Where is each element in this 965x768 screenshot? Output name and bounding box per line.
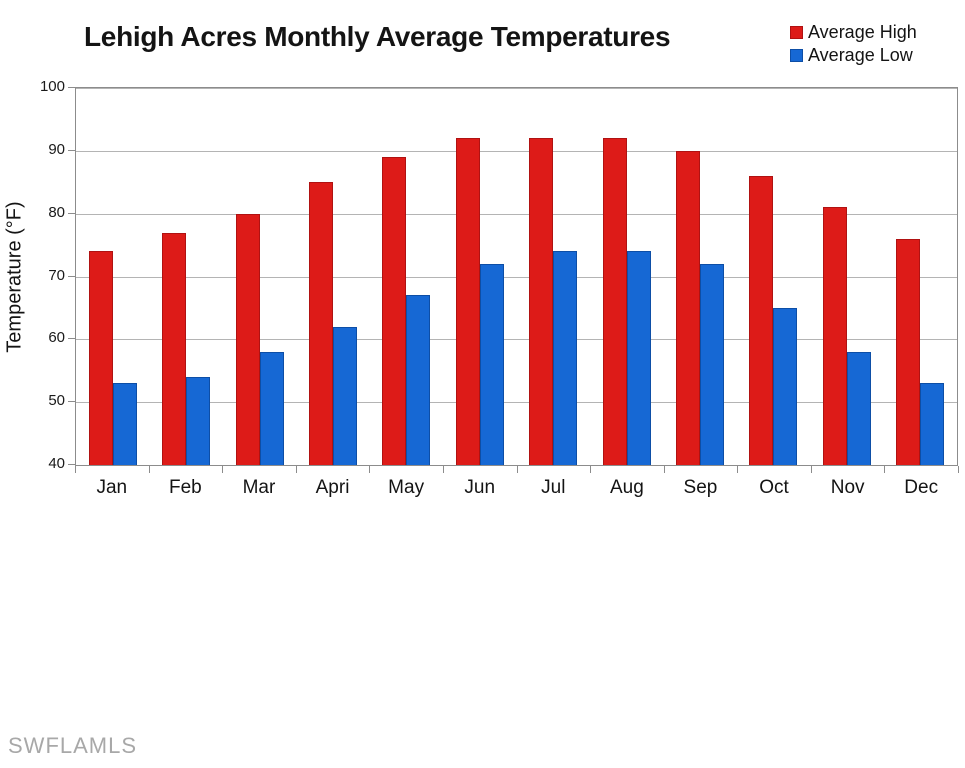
x-tick-4 — [369, 466, 371, 473]
x-tick-label-aug: Aug — [609, 477, 644, 498]
x-tick-6 — [516, 466, 518, 473]
bar-average-high-jun — [456, 138, 480, 465]
bar-average-low-mar — [260, 351, 284, 465]
watermark: SWFLAMLS — [8, 733, 138, 758]
legend-label-low: Average Low — [808, 45, 913, 65]
x-tick-1 — [148, 466, 150, 473]
legend-label-high: Average High — [808, 22, 917, 42]
bar-average-high-jan — [89, 251, 113, 465]
bar-average-low-nov — [847, 351, 871, 465]
y-tick-100 — [68, 87, 75, 88]
bar-average-low-dec — [920, 383, 944, 465]
y-tick-50 — [68, 401, 75, 403]
gridline-60 — [76, 339, 957, 341]
bar-average-high-feb — [162, 232, 186, 465]
bar-average-high-oct — [749, 175, 773, 465]
bar-average-high-mar — [236, 213, 260, 465]
x-tick-8 — [663, 466, 665, 473]
bar-average-high-jul — [529, 138, 553, 465]
x-tick-2 — [222, 466, 224, 473]
bar-average-low-sep — [700, 263, 724, 465]
y-tick-90 — [68, 149, 75, 151]
bar-average-high-aug — [603, 138, 627, 465]
x-tick-10 — [810, 466, 812, 473]
x-tick-7 — [590, 466, 592, 473]
y-tick-60 — [68, 338, 75, 340]
y-tick-70 — [68, 275, 75, 277]
x-tick-label-may: May — [388, 477, 425, 498]
y-tick-label-100: 100 — [39, 78, 65, 95]
x-tick-0 — [75, 466, 76, 473]
y-tick-label-50: 50 — [48, 392, 65, 410]
x-tick-label-nov: Nov — [830, 477, 865, 498]
chart-title: Lehigh Acres Monthly Average Temperature… — [84, 21, 671, 52]
bar-average-low-jul — [553, 251, 577, 465]
x-tick-label-feb: Feb — [169, 477, 202, 498]
gridline-50 — [76, 402, 957, 404]
gridline-70 — [76, 276, 957, 278]
bar-average-low-oct — [773, 307, 797, 465]
bar-average-high-nov — [823, 207, 847, 465]
bar-average-low-jun — [480, 263, 504, 465]
legend-item-average-low: Average Low — [790, 45, 917, 66]
bar-average-low-aug — [627, 251, 651, 465]
x-tick-5 — [442, 466, 444, 473]
bar-average-high-apri — [309, 182, 333, 465]
y-tick-label-60: 60 — [48, 329, 65, 347]
bar-average-low-apri — [333, 326, 357, 465]
x-tick-9 — [737, 466, 739, 473]
y-tick-label-70: 70 — [48, 266, 65, 284]
y-tick-80 — [68, 212, 75, 214]
legend-swatch-high-icon — [790, 26, 803, 39]
x-tick-label-jun: Jun — [464, 477, 496, 498]
x-tick-label-jan: Jan — [96, 477, 128, 498]
bar-average-high-dec — [896, 238, 920, 465]
y-tick-label-80: 80 — [48, 203, 65, 221]
gridline-80 — [76, 213, 957, 215]
x-tick-label-mar: Mar — [242, 477, 276, 498]
legend-item-average-high: Average High — [790, 22, 917, 43]
x-tick-12 — [958, 466, 959, 473]
x-tick-label-dec: Dec — [904, 477, 939, 498]
bar-average-high-sep — [676, 150, 700, 465]
x-tick-label-oct: Oct — [759, 477, 789, 498]
y-tick-label-90: 90 — [48, 140, 65, 158]
x-tick-label-sep: Sep — [683, 477, 718, 498]
y-tick-label-40: 40 — [48, 455, 65, 472]
gridline-100 — [76, 88, 957, 89]
x-tick-11 — [884, 466, 886, 473]
x-tick-3 — [295, 466, 297, 473]
bar-average-low-jan — [113, 383, 137, 465]
bar-average-low-may — [406, 295, 430, 465]
bar-average-low-feb — [186, 377, 210, 465]
gridline-90 — [76, 150, 957, 152]
plot-area — [75, 87, 958, 466]
legend-swatch-low-icon — [790, 49, 803, 62]
bar-average-high-may — [382, 157, 406, 465]
x-tick-label-jul: Jul — [541, 477, 566, 498]
legend: Average High Average Low — [790, 22, 917, 66]
x-tick-label-apri: Apri — [315, 477, 350, 498]
y-tick-40 — [68, 464, 75, 465]
